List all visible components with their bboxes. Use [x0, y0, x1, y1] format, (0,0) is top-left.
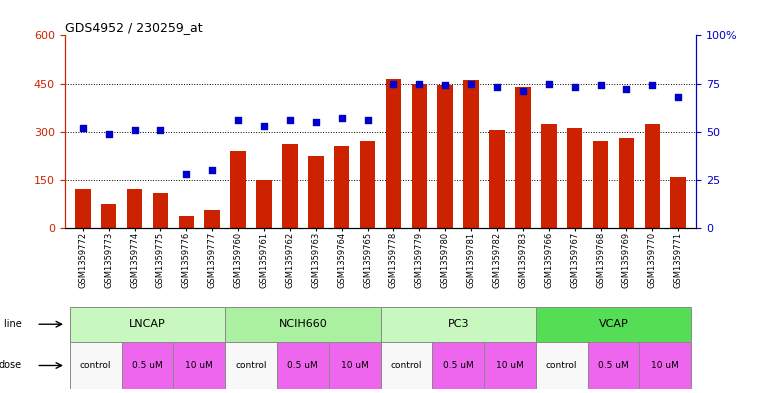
Point	[77, 125, 89, 131]
Text: 0.5 uM: 0.5 uM	[443, 361, 473, 370]
Point	[594, 82, 607, 88]
Text: 10 uM: 10 uM	[341, 361, 368, 370]
Text: GDS4952 / 230259_at: GDS4952 / 230259_at	[65, 21, 202, 34]
Text: dose: dose	[0, 360, 22, 371]
Bar	[334, 146, 349, 228]
Bar	[587, 342, 639, 389]
Bar	[515, 87, 530, 228]
Bar	[153, 193, 168, 228]
Bar	[225, 307, 380, 342]
Bar	[438, 85, 453, 228]
Bar	[489, 130, 505, 228]
Point	[206, 167, 218, 173]
Bar	[380, 307, 536, 342]
Bar	[174, 342, 225, 389]
Bar	[122, 342, 174, 389]
Point	[465, 80, 477, 86]
Bar	[593, 141, 608, 228]
Point	[154, 127, 167, 133]
Point	[103, 130, 115, 137]
Bar	[127, 189, 142, 228]
Bar	[432, 342, 484, 389]
Point	[258, 123, 270, 129]
Bar	[484, 342, 536, 389]
Point	[284, 117, 296, 123]
Point	[672, 94, 684, 100]
Bar	[231, 151, 246, 228]
Bar	[567, 129, 582, 228]
Point	[180, 171, 193, 177]
Bar	[463, 80, 479, 228]
Text: PC3: PC3	[447, 319, 469, 329]
Text: control: control	[546, 361, 578, 370]
Bar	[670, 176, 686, 228]
Point	[491, 84, 503, 90]
Text: VCAP: VCAP	[599, 319, 629, 329]
Bar	[619, 138, 634, 228]
Text: 0.5 uM: 0.5 uM	[288, 361, 318, 370]
Bar	[179, 216, 194, 228]
Text: 0.5 uM: 0.5 uM	[132, 361, 163, 370]
Point	[568, 84, 581, 90]
Text: 10 uM: 10 uM	[186, 361, 213, 370]
Bar	[536, 307, 691, 342]
Bar	[536, 342, 587, 389]
Bar	[101, 204, 116, 228]
Bar	[645, 124, 660, 228]
Bar	[386, 79, 401, 228]
Text: control: control	[80, 361, 112, 370]
Bar	[205, 210, 220, 228]
Bar	[412, 83, 427, 228]
Bar	[277, 342, 329, 389]
Point	[129, 127, 141, 133]
Point	[387, 80, 400, 86]
Text: control: control	[390, 361, 422, 370]
Bar	[380, 342, 432, 389]
Bar	[308, 156, 323, 228]
Point	[620, 86, 632, 92]
Text: 0.5 uM: 0.5 uM	[598, 361, 629, 370]
Point	[232, 117, 244, 123]
Bar	[541, 124, 556, 228]
Bar	[329, 342, 380, 389]
Point	[517, 88, 529, 94]
Text: NCIH660: NCIH660	[279, 319, 327, 329]
Text: LNCAP: LNCAP	[129, 319, 166, 329]
Bar	[75, 189, 91, 228]
Point	[361, 117, 374, 123]
Bar	[70, 307, 225, 342]
Text: control: control	[235, 361, 267, 370]
Point	[336, 115, 348, 121]
Bar	[256, 180, 272, 228]
Bar	[225, 342, 277, 389]
Point	[543, 80, 555, 86]
Text: 10 uM: 10 uM	[496, 361, 524, 370]
Point	[413, 80, 425, 86]
Bar	[70, 342, 122, 389]
Point	[439, 82, 451, 88]
Bar	[639, 342, 691, 389]
Text: cell line: cell line	[0, 319, 22, 329]
Bar	[360, 141, 375, 228]
Bar	[282, 145, 298, 228]
Text: 10 uM: 10 uM	[651, 361, 679, 370]
Point	[646, 82, 658, 88]
Point	[310, 119, 322, 125]
